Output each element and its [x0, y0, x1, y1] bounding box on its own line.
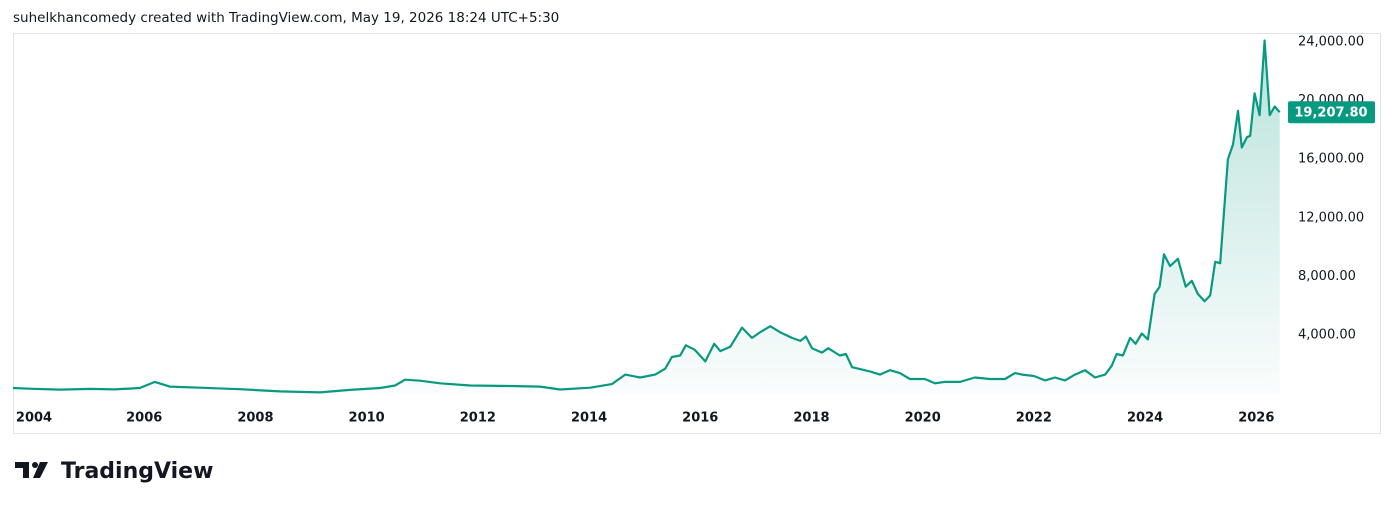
y-tick-label: 8,000.00 [1298, 269, 1356, 284]
x-tick-label: 2024 [1127, 411, 1163, 426]
header: suhelkhancomedy created with TradingView… [13, 10, 559, 26]
x-tick-label: 2006 [126, 411, 162, 426]
y-tick-label: 16,000.00 [1298, 152, 1364, 167]
x-tick-label: 2026 [1238, 411, 1274, 426]
x-tick-label: 2014 [571, 411, 607, 426]
logo [15, 462, 48, 478]
x-tick-label: 2018 [793, 411, 829, 426]
x-tick-label: 2022 [1016, 411, 1052, 426]
x-tick-label: 2004 [16, 411, 52, 426]
x-tick-label: 2010 [349, 411, 385, 426]
last-price-label: 19,207.80 [1294, 106, 1367, 121]
brand: TradingView [61, 459, 213, 484]
x-tick-label: 2012 [460, 411, 496, 426]
x-tick-label: 2008 [237, 411, 273, 426]
y-tick-label: 4,000.00 [1298, 328, 1356, 343]
x-tick-label: 2020 [905, 411, 941, 426]
last-price-tag [1288, 101, 1375, 124]
y-tick-label: 12,000.00 [1298, 210, 1364, 225]
frame [13, 33, 1381, 434]
x-tick-label: 2016 [682, 411, 718, 426]
area [13, 40, 1280, 394]
price-line [12, 39, 1281, 394]
y-tick-label: 24,000.00 [1298, 34, 1364, 49]
